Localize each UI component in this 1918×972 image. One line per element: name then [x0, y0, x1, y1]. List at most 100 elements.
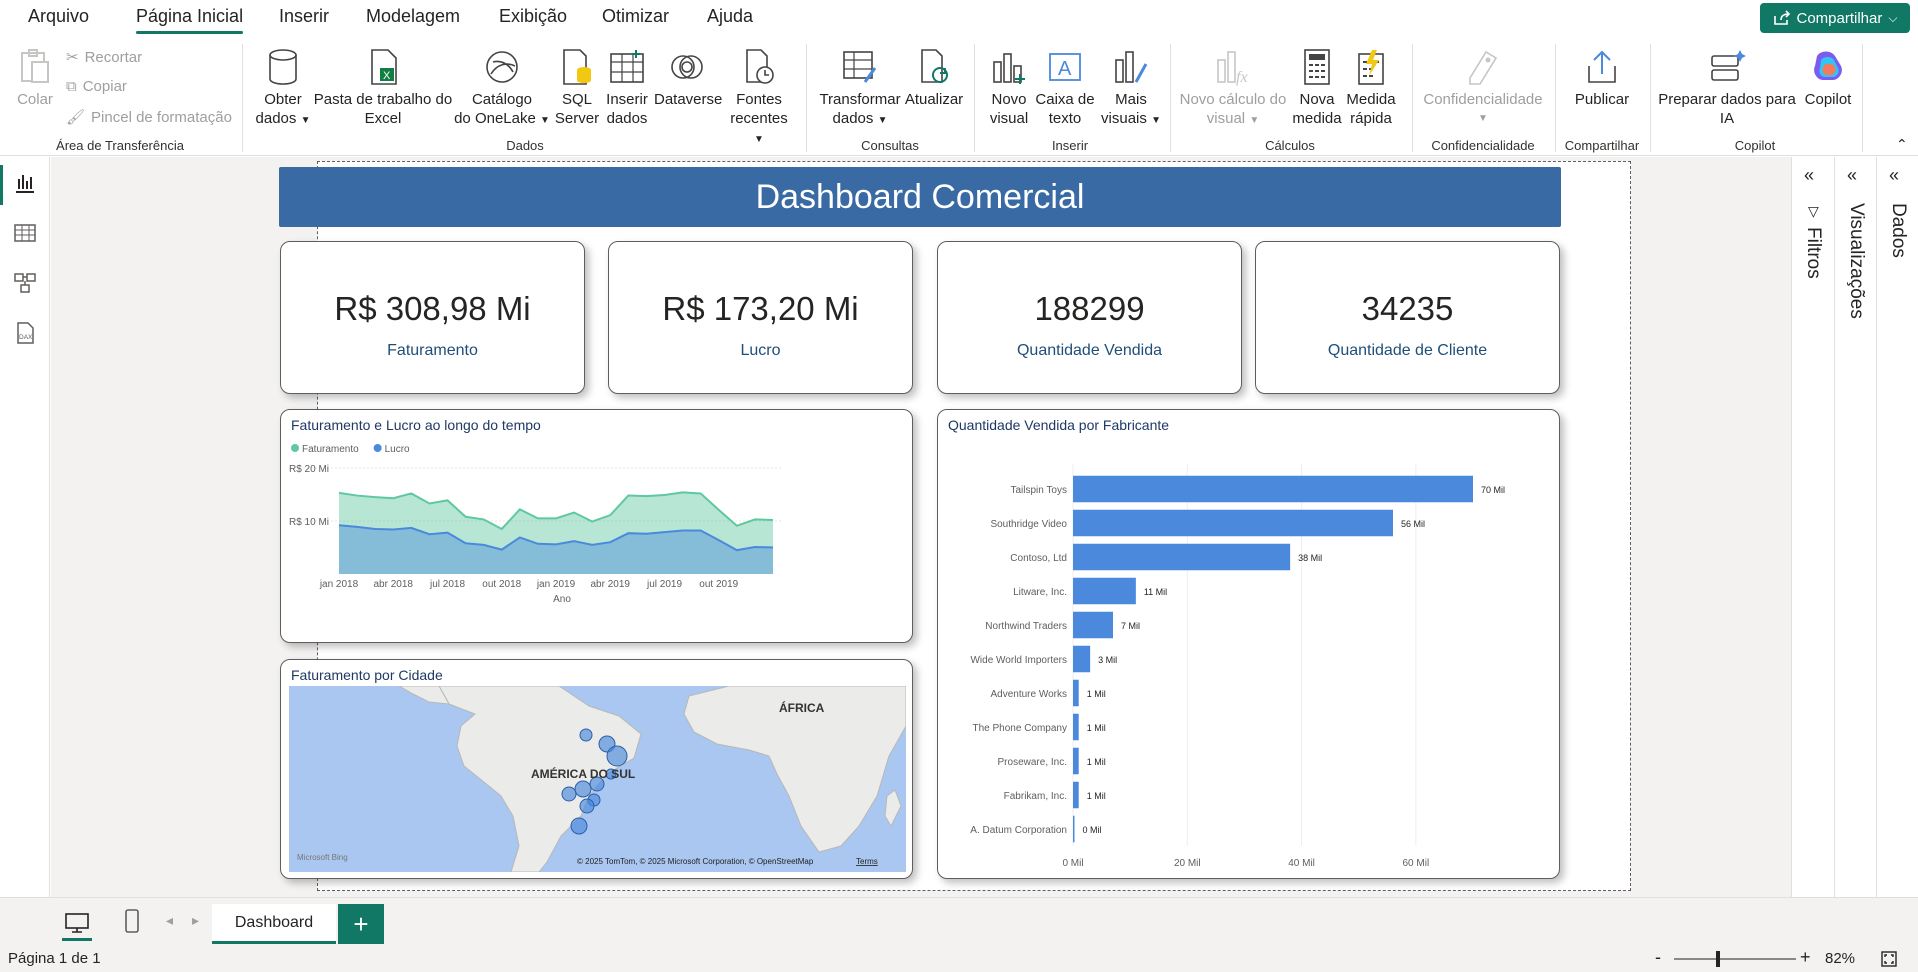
visual-calculation-button[interactable]: fx Novo cálculo do visual ▼: [1176, 48, 1290, 130]
bar[interactable]: [1073, 577, 1136, 605]
bar-chart-title: Quantidade Vendida por Fabricante: [948, 417, 1170, 433]
prepare-data-ai-button[interactable]: Preparar dados para IA: [1656, 48, 1798, 128]
city-bubble[interactable]: [605, 768, 617, 780]
group-label-data: Dados: [506, 138, 544, 153]
dax-query-view-icon[interactable]: DAX: [13, 321, 37, 345]
bar-chart-card[interactable]: Quantidade Vendida por Fabricante 0 Mil 2…: [937, 409, 1560, 879]
map-card[interactable]: Faturamento por Cidade ÁFRICA AMÉRICA DO…: [280, 659, 913, 879]
onelake-catalog-button[interactable]: Catálogo do OneLake ▼: [454, 48, 550, 130]
area-series-line[interactable]: [338, 491, 774, 531]
next-page-icon[interactable]: ▸: [192, 912, 200, 928]
text-box-button[interactable]: A Caixa de texto: [1034, 48, 1096, 128]
new-measure-button[interactable]: Nova medida: [1292, 48, 1342, 128]
city-bubble[interactable]: [589, 776, 605, 792]
bar[interactable]: [1073, 713, 1079, 741]
zoom-in-button[interactable]: +: [1800, 947, 1811, 967]
bar[interactable]: [1073, 475, 1473, 503]
menu-ajuda[interactable]: Ajuda: [707, 6, 754, 26]
ribbon-separator: [806, 44, 807, 152]
area-series-line[interactable]: [338, 524, 774, 552]
x-tick-label: 20 Mil: [1174, 858, 1201, 869]
cut-button[interactable]: ✂ Recortar: [66, 48, 142, 67]
city-bubble[interactable]: [561, 786, 577, 802]
kpi-card-quantidade-vendida[interactable]: 188299 Quantidade Vendida: [937, 241, 1242, 394]
desktop-layout-icon[interactable]: [64, 912, 90, 934]
data-pane[interactable]: « Dados: [1876, 157, 1918, 897]
copy-button[interactable]: ⧉ Copiar: [66, 78, 127, 95]
area-chart-card[interactable]: Faturamento e Lucro ao longo do tempo Fa…: [280, 409, 913, 643]
mobile-layout-icon[interactable]: [124, 908, 140, 934]
fit-to-page-icon[interactable]: [1880, 950, 1898, 968]
publish-button[interactable]: Publicar: [1566, 48, 1638, 109]
map-terms-link[interactable]: Terms: [856, 857, 878, 866]
bar[interactable]: [1073, 679, 1079, 707]
page-info: Página 1 de 1: [8, 950, 101, 967]
format-painter-button[interactable]: 🖌 Pincel de formatação: [66, 108, 232, 127]
page-tab-dashboard[interactable]: Dashboard: [212, 904, 336, 944]
more-visuals-button[interactable]: Mais visuais ▼: [1100, 48, 1162, 130]
city-bubble[interactable]: [570, 817, 588, 835]
expand-visualizations-icon[interactable]: «: [1847, 165, 1858, 185]
excel-workbook-button[interactable]: X Pasta de trabalho do Excel: [312, 48, 454, 128]
menu-modelagem[interactable]: Modelagem: [366, 6, 461, 26]
get-data-button[interactable]: Obter dados ▼: [254, 48, 312, 130]
expand-data-icon[interactable]: «: [1889, 165, 1900, 185]
visualizations-pane[interactable]: « Visualizações: [1834, 157, 1876, 897]
menu-otimizar[interactable]: Otimizar: [602, 6, 669, 26]
report-view-icon[interactable]: [13, 171, 37, 195]
bar[interactable]: [1073, 543, 1291, 571]
kpi-card-lucro[interactable]: R$ 173,20 Mi Lucro: [608, 241, 913, 394]
menu-pagina-inicial[interactable]: Página Inicial: [136, 6, 244, 34]
city-bubble[interactable]: [579, 728, 593, 742]
area-series-fill[interactable]: [339, 492, 773, 574]
enter-data-button[interactable]: Inserir dados: [602, 48, 652, 128]
bar[interactable]: [1073, 611, 1113, 639]
expand-filters-icon[interactable]: «: [1804, 165, 1815, 185]
zoom-slider[interactable]: [1674, 958, 1796, 960]
copilot-button[interactable]: Copilot: [1798, 48, 1858, 109]
zoom-out-button[interactable]: -: [1655, 947, 1661, 967]
share-button[interactable]: Compartilhar ⌵: [1760, 3, 1910, 33]
kpi-label: Quantidade Vendida: [1016, 342, 1162, 359]
sensitivity-button[interactable]: Confidencialidade ▼: [1418, 48, 1548, 128]
bar[interactable]: [1073, 645, 1091, 673]
bar[interactable]: [1073, 747, 1079, 775]
table-view-icon[interactable]: [13, 221, 37, 245]
bar[interactable]: [1073, 509, 1393, 537]
prev-page-icon[interactable]: ◂: [166, 912, 174, 928]
dataverse-button[interactable]: Dataverse: [654, 48, 722, 109]
new-visual-icon: [993, 53, 1025, 84]
transform-label-2: dados: [832, 110, 874, 127]
kpi-card-quantidade-cliente[interactable]: 34235 Quantidade de Cliente: [1255, 241, 1560, 394]
transform-data-button[interactable]: Transformar dados ▼: [818, 48, 902, 130]
recent-sources-button[interactable]: Fontes recentes ▼: [724, 48, 794, 149]
bar-category-label: Tailspin Toys: [1010, 485, 1067, 496]
refresh-button[interactable]: Atualizar: [902, 48, 966, 109]
excel-label-2: Excel: [364, 110, 402, 127]
bar[interactable]: [1073, 781, 1079, 809]
filters-pane[interactable]: « ▽ Filtros: [1791, 157, 1834, 897]
bar[interactable]: [1073, 815, 1075, 843]
sql-server-button[interactable]: SQL Server: [554, 48, 600, 128]
kpi-value: 188299: [1034, 290, 1145, 327]
collapse-ribbon-icon[interactable]: ⌃: [1896, 136, 1908, 152]
zoom-slider-thumb[interactable]: [1716, 951, 1720, 967]
legend-label[interactable]: Faturamento: [302, 444, 359, 455]
model-view-icon[interactable]: [13, 271, 37, 295]
kpi-card-faturamento[interactable]: R$ 308,98 Mi Faturamento: [280, 241, 585, 394]
new-visual-button[interactable]: Novo visual: [984, 48, 1034, 128]
add-page-button[interactable]: +: [338, 904, 384, 944]
city-bubble[interactable]: [574, 780, 592, 798]
menu-inserir[interactable]: Inserir: [279, 6, 330, 26]
kpi-value: 34235: [1361, 290, 1454, 327]
refresh-label: Atualizar: [904, 91, 964, 108]
area-series-fill[interactable]: [339, 525, 773, 574]
map[interactable]: ÁFRICA AMÉRICA DO SUL Microsoft Bing © 2…: [289, 686, 906, 872]
menu-arquivo[interactable]: Arquivo: [28, 6, 90, 26]
quick-measure-button[interactable]: Medida rápida: [1342, 48, 1400, 128]
city-bubble[interactable]: [606, 745, 628, 767]
paste-button[interactable]: Colar: [14, 48, 56, 109]
legend-label[interactable]: Lucro: [385, 444, 410, 455]
city-bubble[interactable]: [579, 798, 595, 814]
menu-exibicao[interactable]: Exibição: [499, 6, 568, 26]
